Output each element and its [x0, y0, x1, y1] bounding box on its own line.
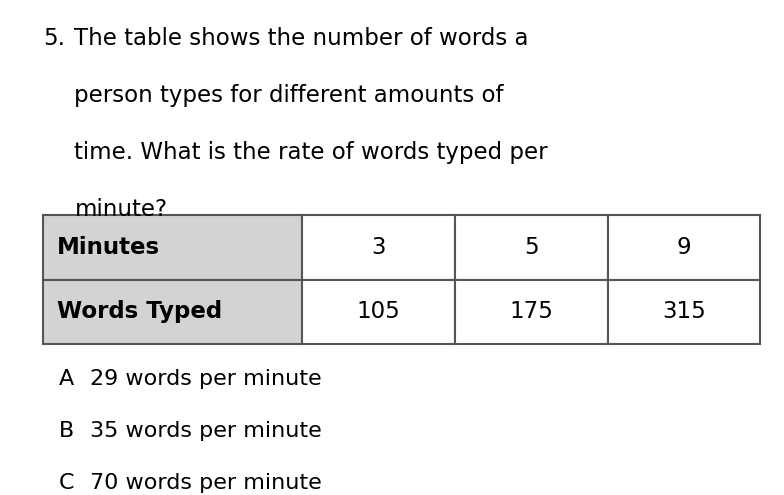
- Text: 3: 3: [371, 236, 386, 259]
- Text: minute?: minute?: [74, 198, 168, 221]
- Text: 70 words per minute: 70 words per minute: [90, 473, 322, 493]
- Text: 5: 5: [524, 236, 539, 259]
- Text: 29 words per minute: 29 words per minute: [90, 369, 321, 389]
- Text: 175: 175: [510, 300, 553, 323]
- Bar: [302, 215, 455, 280]
- Text: 105: 105: [357, 300, 400, 323]
- Text: 5.: 5.: [43, 27, 65, 50]
- Text: The table shows the number of words a: The table shows the number of words a: [74, 27, 529, 50]
- Text: 315: 315: [662, 300, 706, 323]
- Bar: [455, 280, 608, 344]
- Text: time. What is the rate of words typed per: time. What is the rate of words typed pe…: [74, 141, 548, 164]
- Bar: [455, 215, 608, 280]
- Text: Words Typed: Words Typed: [57, 300, 223, 323]
- Text: C: C: [59, 473, 74, 493]
- Bar: [43, 280, 302, 344]
- Text: A: A: [59, 369, 74, 389]
- Bar: [608, 215, 760, 280]
- Bar: [302, 280, 455, 344]
- Bar: [43, 215, 302, 280]
- Text: B: B: [59, 421, 74, 441]
- Text: 9: 9: [677, 236, 691, 259]
- Text: Minutes: Minutes: [57, 236, 161, 259]
- Text: person types for different amounts of: person types for different amounts of: [74, 84, 504, 107]
- Bar: [608, 280, 760, 344]
- Text: 35 words per minute: 35 words per minute: [90, 421, 322, 441]
